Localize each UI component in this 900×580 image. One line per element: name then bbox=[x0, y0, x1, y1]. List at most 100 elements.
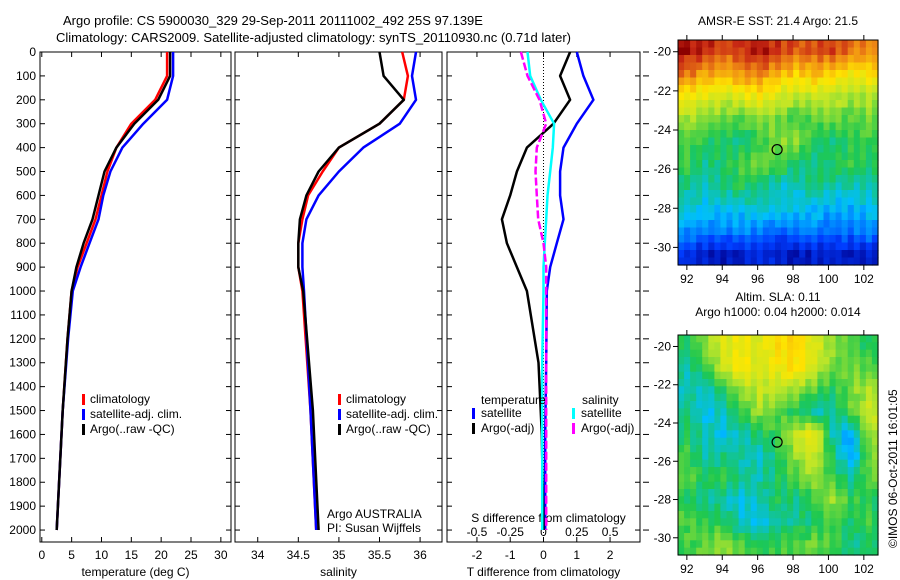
map-cell bbox=[714, 152, 722, 161]
map-cell bbox=[738, 437, 746, 446]
map-cell bbox=[768, 518, 776, 527]
map-cell bbox=[696, 47, 703, 56]
map-cell bbox=[732, 401, 740, 409]
map-cell bbox=[775, 489, 782, 497]
map-cell bbox=[762, 496, 770, 505]
map-cell bbox=[781, 220, 788, 229]
map-cell bbox=[702, 175, 709, 184]
map-cell bbox=[859, 540, 867, 549]
map-cell bbox=[775, 167, 782, 176]
map-cell bbox=[738, 137, 746, 146]
map-cell bbox=[732, 220, 740, 229]
map-cell bbox=[799, 62, 806, 71]
map-cell bbox=[702, 547, 709, 556]
map-cell bbox=[787, 540, 794, 549]
map-cell bbox=[768, 503, 776, 512]
map-cell bbox=[823, 489, 831, 497]
map-cell bbox=[799, 503, 806, 512]
map-cell bbox=[744, 335, 752, 343]
y-tick-label: -24 bbox=[654, 123, 672, 137]
map-cell bbox=[841, 137, 849, 146]
map-cell bbox=[738, 85, 746, 94]
map-cell bbox=[847, 357, 855, 365]
map-cell bbox=[853, 145, 861, 154]
map-cell bbox=[714, 130, 722, 139]
map-cell bbox=[847, 467, 855, 475]
map-cell bbox=[871, 220, 879, 229]
map-cell bbox=[805, 190, 812, 199]
map-cell bbox=[702, 401, 709, 409]
map-cell bbox=[762, 122, 770, 131]
map-frame-sst bbox=[677, 39, 879, 266]
map-cell bbox=[775, 474, 782, 483]
map-cell bbox=[702, 364, 709, 373]
map-cell bbox=[702, 167, 709, 176]
map-cell bbox=[732, 167, 740, 176]
map-cell bbox=[805, 518, 812, 527]
map-cell bbox=[781, 379, 788, 387]
map-cell bbox=[805, 503, 812, 512]
map-cell bbox=[811, 371, 818, 380]
map-cell bbox=[756, 511, 764, 519]
map-cell bbox=[690, 100, 697, 109]
map-cell bbox=[768, 115, 776, 124]
map-cell bbox=[781, 415, 788, 424]
map-cell bbox=[847, 518, 855, 527]
map-cell bbox=[841, 386, 849, 395]
map-cell bbox=[690, 55, 697, 64]
map-cell bbox=[696, 160, 703, 169]
map-cell bbox=[781, 250, 788, 259]
map-cell bbox=[817, 62, 825, 71]
map-cell bbox=[678, 70, 685, 79]
map-cell bbox=[841, 474, 849, 483]
map-cell bbox=[775, 379, 782, 387]
map-cell bbox=[793, 107, 800, 116]
map-cell bbox=[738, 92, 746, 101]
map-cell bbox=[787, 496, 794, 505]
map-cell bbox=[835, 92, 843, 101]
map-cell bbox=[678, 212, 685, 221]
map-cell bbox=[768, 401, 776, 409]
map-cell bbox=[787, 547, 794, 556]
map-cell bbox=[829, 445, 837, 453]
map-cell bbox=[702, 445, 709, 453]
map-cell bbox=[738, 62, 746, 71]
map-cell bbox=[756, 459, 764, 468]
map-cell bbox=[799, 160, 806, 169]
map-cell bbox=[847, 430, 855, 439]
map-cell bbox=[817, 182, 825, 191]
map-cell bbox=[720, 408, 728, 417]
map-cell bbox=[714, 55, 722, 64]
map-cell bbox=[768, 364, 776, 373]
map-cell bbox=[708, 47, 715, 56]
map-cell bbox=[775, 257, 782, 266]
map-cell bbox=[805, 481, 812, 490]
map-cell bbox=[702, 525, 709, 534]
map-cell bbox=[762, 511, 770, 519]
map-cell bbox=[871, 371, 879, 380]
map-cell bbox=[775, 503, 782, 512]
map-cell bbox=[793, 335, 800, 343]
map-cell bbox=[744, 175, 752, 184]
map-cell bbox=[793, 467, 800, 475]
map-cell bbox=[708, 474, 715, 483]
map-cell bbox=[678, 115, 685, 124]
map-cell bbox=[853, 167, 861, 176]
map-cell bbox=[799, 92, 806, 101]
map-cell bbox=[865, 257, 873, 266]
map-cell bbox=[690, 437, 697, 446]
map-cell bbox=[847, 489, 855, 497]
map-cell bbox=[744, 503, 752, 512]
map-cell bbox=[811, 40, 818, 49]
map-cell bbox=[805, 160, 812, 169]
map-cell bbox=[702, 47, 709, 56]
map-cell bbox=[768, 182, 776, 191]
map-cell bbox=[738, 415, 746, 424]
map-cell bbox=[841, 40, 849, 49]
map-cell bbox=[823, 175, 831, 184]
map-cell bbox=[756, 257, 764, 266]
map-cell bbox=[726, 205, 734, 214]
map-cell bbox=[787, 467, 794, 475]
map-cell bbox=[750, 452, 758, 461]
map-cell bbox=[690, 205, 697, 214]
